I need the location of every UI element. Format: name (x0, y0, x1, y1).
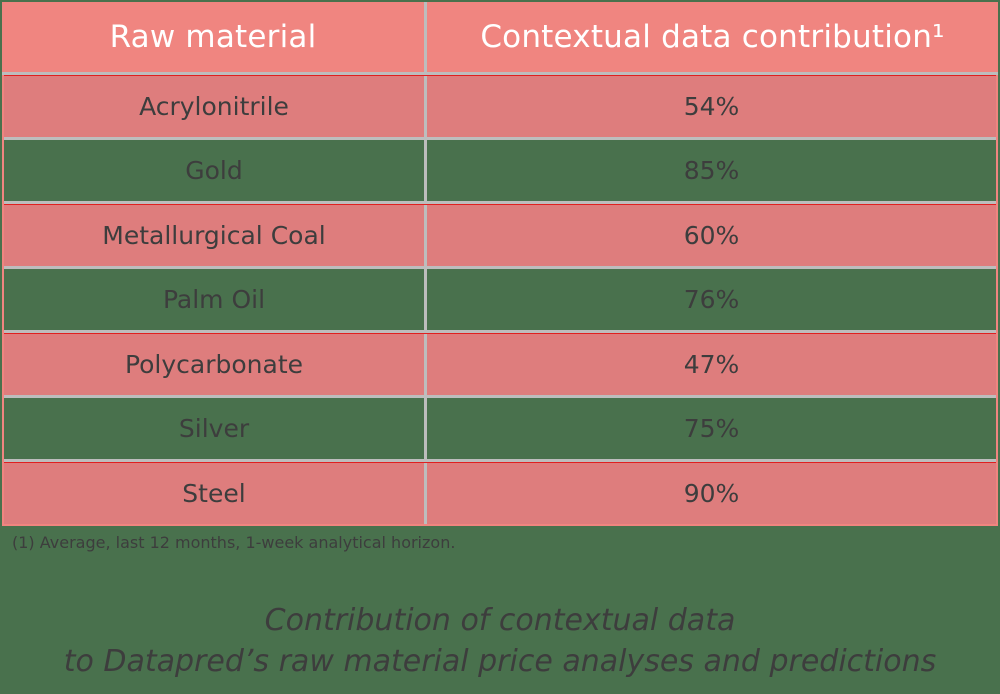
table-row: Steel 90% (4, 462, 996, 526)
material-cell: Acrylonitrile (4, 76, 427, 137)
contribution-cell: 75% (683, 414, 740, 443)
contribution-cell: 85% (683, 156, 740, 185)
caption-line-1: Contribution of contextual data (264, 603, 736, 638)
contribution-cell: 76% (683, 285, 740, 314)
contribution-cell: 54% (683, 92, 740, 121)
table-row: Silver 75% (4, 398, 996, 462)
table-row: Gold 85% (4, 140, 996, 204)
table-row: Metallurgical Coal 60% (4, 204, 996, 269)
material-cell: Polycarbonate (4, 334, 427, 395)
contribution-cell: 90% (683, 479, 740, 508)
table-header: Raw material Contextual data contributio… (2, 2, 998, 72)
contribution-cell: 60% (683, 221, 740, 250)
caption-line-2: to Datapred’s raw material price analyse… (63, 644, 937, 679)
material-cell: Silver (4, 398, 427, 459)
header-raw-material: Raw material (2, 2, 427, 72)
contribution-cell: 47% (683, 350, 740, 379)
material-cell: Gold (4, 140, 427, 201)
material-cell: Palm Oil (4, 269, 427, 330)
footnote: (1) Average, last 12 months, 1-week anal… (12, 533, 456, 552)
table-row: Acrylonitrile 54% (4, 75, 996, 140)
header-contribution: Contextual data contribution¹ (480, 19, 945, 55)
contribution-table: Raw material Contextual data contributio… (2, 2, 998, 526)
table-row: Palm Oil 76% (4, 269, 996, 333)
material-cell: Steel (4, 463, 427, 524)
material-cell: Metallurgical Coal (4, 205, 427, 266)
caption: Contribution of contextual data to Datap… (0, 600, 1000, 682)
table-body: Acrylonitrile 54% Gold 85% Metallurgical… (2, 72, 998, 526)
table-row: Polycarbonate 47% (4, 333, 996, 398)
